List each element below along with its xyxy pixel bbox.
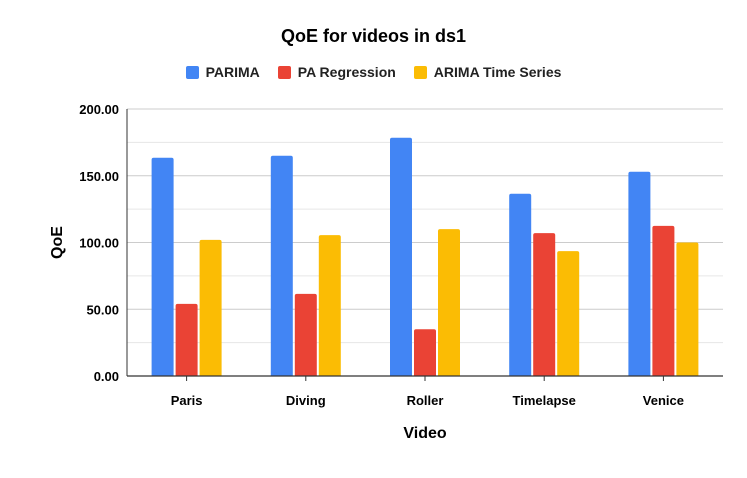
y-tick-label: 0.00	[94, 369, 119, 384]
bar-parima-diving	[270, 155, 293, 376]
bar-pa-regression-roller	[414, 329, 436, 376]
bar-arima-time-series-venice	[676, 242, 699, 376]
legend-label-series-2: ARIMA Time Series	[433, 64, 562, 80]
x-tick-label: Paris	[171, 393, 203, 408]
legend-item-series-0: PARIMA	[185, 64, 260, 80]
legend-swatch-series-1	[277, 65, 291, 79]
legend-item-series-1: PA Regression	[277, 64, 396, 80]
legend: PARIMA PA Regression ARIMA Time Series	[0, 64, 747, 80]
bar-pa-regression-venice	[652, 225, 675, 376]
x-tick-label: Timelapse	[513, 393, 576, 408]
legend-swatch-series-0	[185, 65, 199, 79]
legend-label-series-0: PARIMA	[205, 64, 260, 80]
y-tick-label: 150.00	[79, 169, 119, 184]
bar-pa-regression-diving	[294, 293, 317, 376]
x-axis-title: Video	[403, 425, 447, 442]
legend-item-series-2: ARIMA Time Series	[413, 64, 562, 80]
bar-parima-venice	[628, 171, 651, 376]
chart-title: QoE for videos in ds1	[280, 26, 467, 46]
bar-arima-time-series-roller	[438, 229, 460, 376]
y-axis-title: QoE	[49, 226, 66, 259]
bar-arima-time-series-paris	[199, 239, 222, 376]
bar-parima-timelapse	[509, 193, 532, 376]
y-tick-label: 200.00	[79, 102, 119, 117]
legend-swatch-series-2	[413, 65, 427, 79]
bar-parima-paris	[151, 157, 174, 376]
bar-arima-time-series-timelapse	[557, 251, 580, 376]
y-tick-label: 50.00	[86, 302, 119, 317]
x-tick-label: Venice	[643, 393, 684, 408]
bar-pa-regression-timelapse	[533, 233, 556, 376]
legend-label-series-1: PA Regression	[297, 64, 396, 80]
y-tick-label: 100.00	[79, 236, 119, 251]
bar-arima-time-series-diving	[318, 235, 341, 376]
bar-parima-roller	[390, 137, 412, 376]
bar-pa-regression-paris	[175, 303, 198, 376]
x-tick-label: Roller	[407, 393, 444, 408]
x-tick-label: Diving	[286, 393, 326, 408]
